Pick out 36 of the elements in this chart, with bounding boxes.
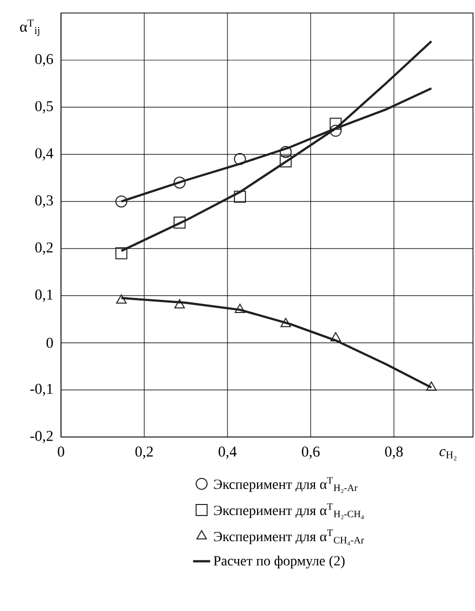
point	[330, 332, 341, 342]
legend-label: Эксперимент для α$^{T}$H₂-Ar	[214, 477, 358, 494]
point	[115, 247, 128, 260]
x-tick-label: 0	[58, 446, 64, 457]
y-axis-title: α$^{T}$ij	[20, 20, 40, 36]
point	[174, 176, 186, 189]
x-tick-label: 0,2	[135, 446, 153, 459]
point	[280, 318, 291, 328]
point	[174, 299, 185, 308]
x-tick-label: 0,8	[385, 446, 403, 459]
x-tick-label: 0,4	[218, 446, 237, 459]
point	[234, 304, 246, 314]
legend-label: Расчет по формуле (2)	[214, 556, 345, 568]
y-tick-label: 0,1	[35, 290, 53, 302]
point	[330, 118, 342, 130]
point	[174, 216, 186, 229]
point	[426, 382, 437, 391]
y-tick-label: 0,2	[35, 242, 53, 255]
point	[116, 294, 127, 304]
y-tick-label: 0,5	[35, 101, 53, 114]
point	[280, 155, 292, 168]
legend-label: Эксперимент для α$^{T}$H₂-CH₄	[214, 503, 364, 520]
y-tick-label: 0,6	[35, 54, 54, 66]
point	[234, 153, 246, 166]
y-tick-label: -0,1	[30, 384, 53, 396]
y-tick-label: 0,4	[35, 148, 54, 160]
x-axis-title: c$_{H₂}$	[440, 449, 456, 460]
x-tick-label: 0,6	[302, 446, 320, 459]
y-tick-label: -0,2	[30, 430, 53, 444]
point	[280, 146, 292, 158]
legend-label: Эксперимент для α$^{T}$CH₄-Ar	[214, 530, 364, 546]
y-tick-label: 0,3	[35, 195, 53, 208]
point	[330, 124, 342, 137]
y-tick-label: 0	[46, 338, 53, 348]
point	[234, 190, 246, 203]
point	[115, 195, 128, 208]
